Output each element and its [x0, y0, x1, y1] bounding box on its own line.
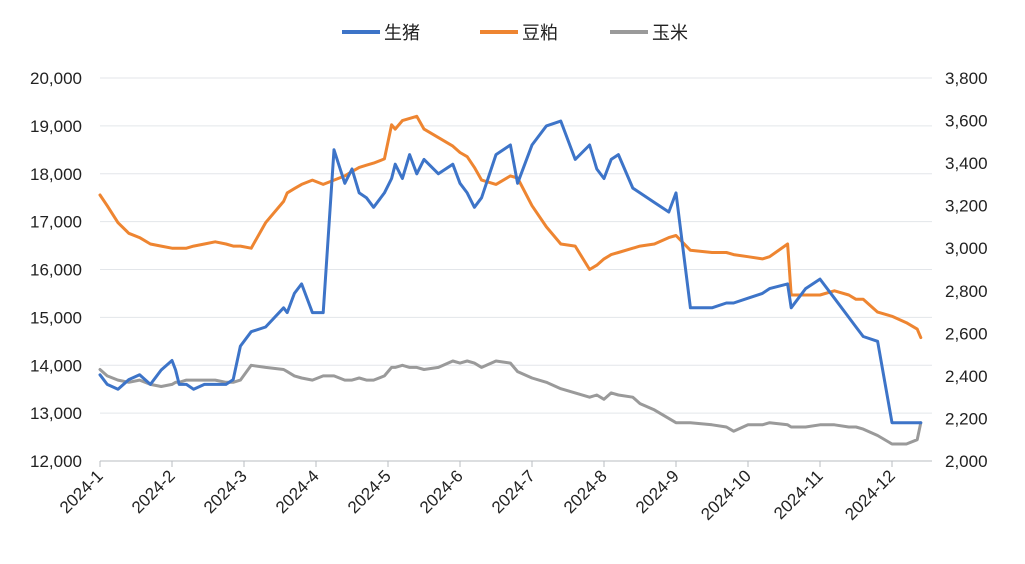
- x-tick-label: 2024-11: [770, 466, 827, 523]
- left-tick-label: 13,000: [30, 404, 82, 423]
- left-tick-label: 16,000: [30, 261, 82, 280]
- left-axis-ticks: 12,000 13,000 14,000 15,000 16,000 17,000 18,0…: [30, 69, 82, 471]
- legend-label-meal: 豆粕: [522, 23, 558, 44]
- legend-label-hog: 生猪: [384, 23, 420, 44]
- x-tick-label: 2024-3: [200, 466, 251, 517]
- left-tick-label: 15,000: [30, 308, 82, 327]
- left-tick-label: 12,000: [30, 452, 82, 471]
- x-tick-label: 2024-12: [841, 466, 899, 524]
- x-tick-label: 2024-7: [488, 466, 539, 517]
- left-tick-label: 18,000: [30, 165, 82, 184]
- right-tick-label: 3,600: [945, 112, 988, 131]
- x-tick-label: 2024-9: [632, 466, 683, 517]
- legend: 生猪 豆粕 玉米: [342, 23, 688, 44]
- x-axis-ticks: 2024-1 2024-2 2024-3 2024-4 2024-5 2024-6 2024…: [56, 466, 899, 524]
- left-tick-label: 20,000: [30, 69, 82, 88]
- right-axis-ticks: 2,000 2,200 2,400 2,600 2,800 3,000 3,200 3,400…: [945, 69, 988, 471]
- left-tick-label: 14,000: [30, 356, 82, 375]
- gridlines: [100, 77, 932, 414]
- right-tick-label: 2,200: [945, 409, 988, 428]
- right-tick-label: 3,200: [945, 197, 988, 216]
- right-tick-label: 2,000: [945, 452, 988, 471]
- right-tick-label: 2,400: [945, 367, 988, 386]
- x-tick-label: 2024-4: [272, 466, 323, 517]
- right-tick-label: 2,800: [945, 282, 988, 301]
- right-tick-label: 2,600: [945, 324, 988, 343]
- x-tick-label: 2024-5: [344, 466, 395, 517]
- x-tick-label: 2024-2: [128, 466, 179, 517]
- plot-lines: [98, 114, 923, 446]
- x-tick-label: 2024-10: [697, 466, 755, 524]
- left-tick-label: 17,000: [30, 213, 82, 232]
- legend-label-corn: 玉米: [652, 23, 688, 44]
- axis-lines: [99, 460, 932, 467]
- right-tick-label: 3,800: [945, 69, 988, 88]
- right-tick-label: 3,400: [945, 154, 988, 173]
- x-tick-label: 2024-8: [560, 466, 611, 517]
- series-line-corn: [98, 359, 923, 446]
- left-tick-label: 19,000: [30, 117, 82, 136]
- x-tick-label: 2024-6: [416, 466, 467, 517]
- series-line-hog: [98, 119, 923, 425]
- right-tick-label: 3,000: [945, 239, 988, 258]
- series-line-meal: [98, 114, 923, 340]
- x-tick-label: 2024-1: [56, 466, 107, 517]
